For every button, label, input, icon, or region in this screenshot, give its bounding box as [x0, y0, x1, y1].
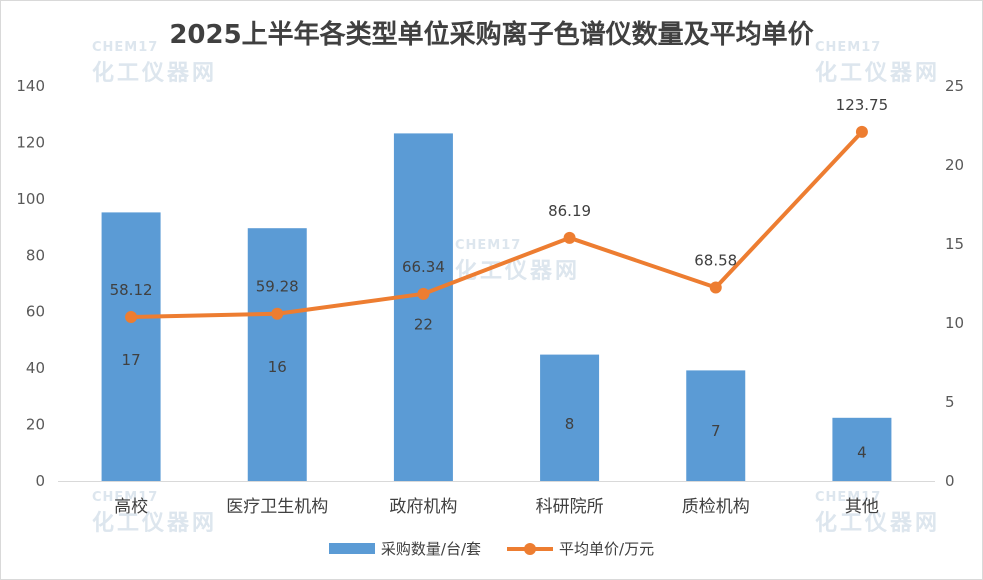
- left-tick-label-5: 100: [16, 190, 45, 208]
- right-tick-label-0: 0: [945, 472, 955, 490]
- line-series: [129, 129, 864, 320]
- legend-item-bar: 采购数量/台/套: [328, 538, 482, 559]
- left-tick-label-6: 120: [16, 133, 45, 151]
- line-point-4: [709, 281, 722, 294]
- legend-bar-swatch: [328, 543, 375, 554]
- watermark-center: CHEM17 化工仪器网: [455, 238, 581, 284]
- bar-5: [832, 417, 892, 481]
- right-tick-label-2: 10: [945, 314, 964, 332]
- right-tick-label-1: 5: [945, 393, 955, 411]
- bar-data-label-2: 22: [414, 316, 433, 334]
- category-label-1: 医疗卫生机构: [226, 497, 328, 517]
- left-tick-label-3: 60: [26, 303, 45, 321]
- bar-data-label-3: 8: [565, 415, 575, 433]
- legend-line-label: 平均单价/万元: [559, 540, 655, 558]
- legend-line-swatch: [507, 542, 554, 555]
- line-data-label-4: 68.58: [694, 252, 737, 270]
- line-data-label-3: 86.19: [548, 202, 591, 220]
- line-data-label-0: 58.12: [110, 281, 153, 299]
- line-data-label-2: 66.34: [402, 258, 445, 276]
- bar-data-label-0: 17: [122, 351, 141, 369]
- category-label-5: 其他: [845, 497, 879, 517]
- line-data-label-5: 123.75: [836, 96, 889, 114]
- chart-title: 2025上半年各类型单位采购离子色谱仪数量及平均单价: [169, 20, 814, 50]
- chart-legend: 采购数量/台/套 平均单价/万元: [0, 538, 983, 559]
- bar-data-label-5: 4: [857, 444, 867, 462]
- bar-data-label-4: 7: [711, 422, 721, 440]
- left-tick-label-7: 140: [16, 77, 45, 95]
- bar-data-label-1: 16: [268, 358, 287, 376]
- category-label-4: 质检机构: [682, 497, 750, 517]
- right-tick-label-5: 25: [945, 77, 964, 95]
- legend-item-line: 平均单价/万元: [507, 538, 654, 559]
- line-point-5: [855, 125, 868, 138]
- left-tick-label-2: 40: [26, 359, 45, 377]
- line-point-1: [271, 307, 284, 320]
- line-point-0: [125, 311, 138, 324]
- watermark-bottom-left: CHEM17 化工仪器网: [92, 490, 218, 536]
- bar-2: [393, 133, 453, 481]
- line-point-2: [417, 287, 430, 300]
- left-tick-label-1: 20: [26, 416, 45, 434]
- watermark-bottom-right: CHEM17 化工仪器网: [815, 490, 941, 536]
- bar-1: [247, 228, 307, 481]
- line-point-3: [563, 231, 576, 244]
- left-tick-label-0: 0: [35, 472, 45, 490]
- bar-3: [540, 354, 600, 481]
- bar-4: [686, 370, 746, 481]
- watermark-top-left: CHEM17 化工仪器网: [92, 40, 218, 86]
- right-tick-label-4: 20: [945, 156, 964, 174]
- legend-bar-label: 采购数量/台/套: [380, 540, 482, 558]
- category-label-2: 政府机构: [389, 497, 457, 517]
- right-tick-label-3: 15: [945, 235, 964, 253]
- left-tick-label-4: 80: [26, 246, 45, 264]
- watermark-top-right: CHEM17 化工仪器网: [815, 40, 941, 86]
- line-data-label-1: 59.28: [256, 278, 299, 296]
- category-label-0: 高校: [114, 497, 148, 517]
- category-label-3: 科研院所: [536, 497, 604, 517]
- bar-0: [101, 212, 161, 481]
